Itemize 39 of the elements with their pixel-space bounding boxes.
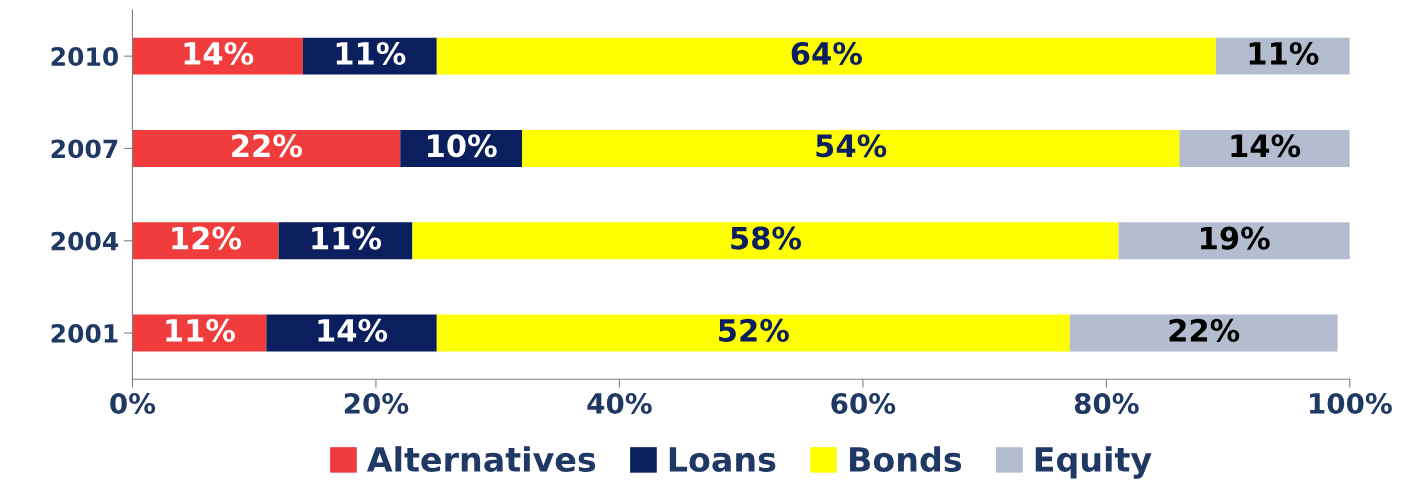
legend-label: Equity [1035, 446, 1152, 479]
data-label: 14% [1231, 134, 1301, 158]
bar [132, 129, 401, 167]
data-label: 52% [719, 318, 789, 342]
legend-label: Alternatives [366, 446, 596, 472]
x-tick-label: 20% [344, 392, 409, 414]
data-label: 11% [336, 41, 406, 65]
data-label: 58% [731, 226, 802, 250]
bar [522, 129, 1180, 167]
data-label: 12% [172, 226, 242, 250]
bar [436, 37, 1216, 75]
data-label: 11% [1249, 41, 1319, 65]
legend-label: Loans [669, 447, 776, 472]
data-label: 14% [318, 318, 388, 342]
y-tick-label: 2010 [51, 47, 119, 66]
legend-label: Bonds [850, 446, 962, 472]
data-label: 11% [312, 226, 382, 250]
bar [1179, 129, 1350, 167]
bar [1069, 314, 1338, 352]
y-tick-label: 2007 [51, 139, 118, 159]
bar [266, 314, 437, 352]
x-tick-label: 60% [831, 392, 896, 414]
data-label: 10% [428, 134, 497, 158]
x-tick-label: 80% [1074, 392, 1139, 414]
data-label: 11% [166, 318, 235, 342]
bar [436, 314, 1070, 352]
y-tick-label: 2004 [51, 231, 119, 251]
data-label: 14% [184, 41, 254, 65]
x-tick-label: 100% [1310, 392, 1392, 414]
data-label: 19% [1201, 226, 1270, 250]
data-label: 54% [816, 134, 887, 158]
bar [1118, 222, 1350, 260]
x-tick-label: 0% [110, 392, 156, 414]
data-label: 22% [1169, 318, 1240, 342]
bar [412, 222, 1119, 260]
data-label: 64% [791, 41, 862, 65]
x-tick-label: 40% [587, 392, 652, 414]
y-tick-label: 2001 [51, 324, 118, 343]
data-label: 22% [232, 134, 302, 158]
